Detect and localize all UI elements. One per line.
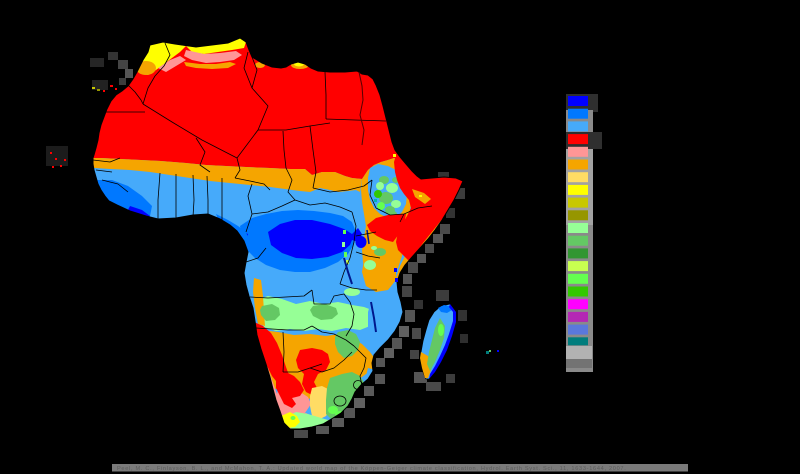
svg-text:Peel, M. C., Finlayson, B. L.,: Peel, M. C., Finlayson, B. L., and McMah…: [117, 466, 626, 472]
